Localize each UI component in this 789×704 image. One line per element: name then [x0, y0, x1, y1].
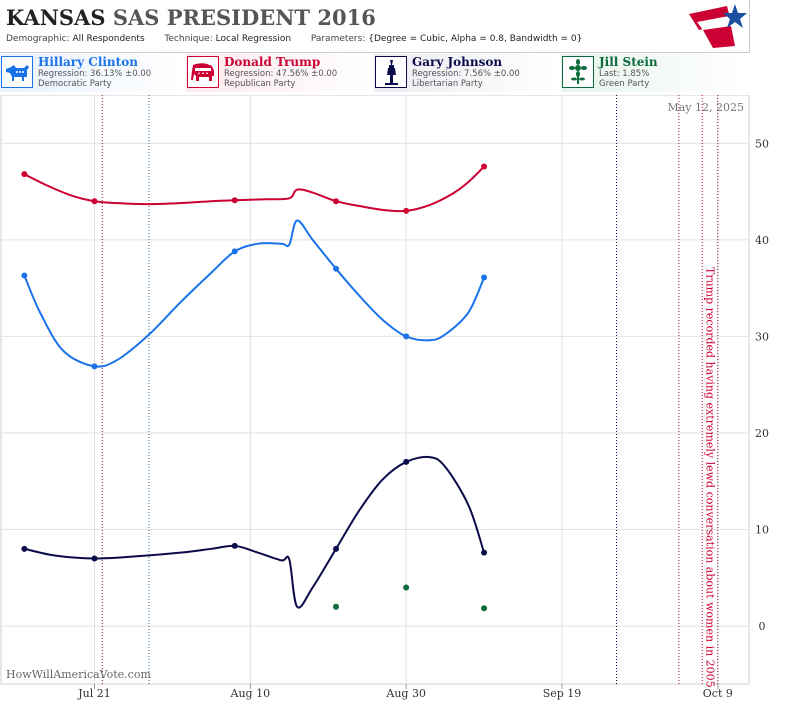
candidate-hillary-clinton[interactable]: Hillary Clinton Regression: 36.13% ±0.00… [0, 54, 185, 92]
liberty-torch-icon [375, 56, 407, 88]
y-tick-label: 50 [755, 137, 769, 150]
chart-title: KANSAS SAS PRESIDENT 2016 [6, 5, 376, 30]
data-point-jill-stein [481, 605, 488, 612]
candidate-party: Green Party [599, 79, 650, 89]
grid-lines [1, 95, 749, 684]
y-tick-label: 30 [755, 330, 769, 343]
parameters-label: Parameters: [310, 34, 366, 44]
y-tick-label: 20 [755, 427, 769, 440]
x-tick-label: Aug 10 [230, 687, 271, 700]
title-state: KANSAS [6, 5, 106, 30]
watermark-text: HowWillAmericaVote.com [6, 668, 151, 681]
series-line-donald-trump [23, 165, 485, 213]
data-point-hillary-clinton [481, 274, 488, 281]
sunflower-icon [562, 56, 594, 88]
x-tick-label: Oct 9 [703, 687, 733, 700]
technique-label: Technique: [164, 34, 213, 44]
data-point-donald-trump [333, 198, 340, 205]
demographic-label: Demographic: [6, 34, 70, 44]
x-tick-label: Aug 30 [385, 687, 426, 700]
data-point-gary-johnson [403, 458, 410, 465]
data-point-donald-trump [403, 207, 410, 214]
event-annotation: Trump recorded having extremely lewd con… [703, 267, 716, 688]
poll-chart: 0 10 20 30 40 50 Jul 21 Aug 10 Aug 30 Sep 19 Oct … [0, 95, 769, 700]
data-point-hillary-clinton [231, 248, 238, 255]
data-point-gary-johnson [91, 555, 98, 562]
elephant-icon [187, 56, 219, 88]
donkey-icon [1, 56, 33, 88]
candidate-stat: Regression: 36.13% ±0.00 [38, 69, 152, 79]
candidate-party: Democratic Party [38, 79, 112, 89]
data-point-donald-trump [21, 171, 28, 178]
candidate-jill-stein[interactable]: Jill Stein Last: 1.85% Green Party [561, 54, 746, 92]
data-point-donald-trump [481, 163, 488, 170]
parameters-line: Demographic: All Respondents Technique: … [6, 34, 582, 44]
y-tick-label: 0 [759, 620, 766, 633]
data-point-donald-trump [91, 198, 98, 205]
data-point-hillary-clinton [333, 265, 340, 272]
x-axis: Jul 21 Aug 10 Aug 30 Sep 19 Oct 9 [77, 684, 733, 700]
demographic-value: All Respondents [72, 34, 145, 44]
y-tick-label: 10 [755, 524, 769, 537]
y-tick-label: 40 [755, 234, 769, 247]
data-point-donald-trump [231, 197, 238, 204]
data-point-gary-johnson [231, 542, 238, 549]
candidate-stat: Regression: 47.56% ±0.00 [224, 69, 338, 79]
candidate-name: Jill Stein [599, 55, 658, 69]
data-point-gary-johnson [333, 545, 340, 552]
data-point-hillary-clinton [21, 272, 28, 279]
x-tick-label: Sep 19 [543, 687, 582, 700]
x-tick-label: Jul 21 [77, 687, 111, 700]
data-point-hillary-clinton [403, 333, 410, 340]
technique-value: Local Regression [215, 34, 292, 44]
y-axis: 0 10 20 30 40 50 [755, 137, 769, 633]
candidate-gary-johnson[interactable]: Gary Johnson Regression: 7.56% ±0.00 Lib… [374, 54, 559, 92]
candidate-name: Gary Johnson [412, 55, 503, 69]
chart-header: KANSAS SAS PRESIDENT 2016 Demographic: A… [0, 0, 750, 53]
candidate-name: Donald Trump [224, 55, 321, 69]
event-lines [101, 95, 719, 684]
candidate-name: Hillary Clinton [38, 55, 138, 69]
series-line-hillary-clinton [23, 219, 485, 368]
candidate-stat: Last: 1.85% [599, 69, 650, 79]
data-point-gary-johnson [481, 549, 488, 556]
date-label: May 12, 2025 [667, 101, 744, 114]
candidate-donald-trump[interactable]: Donald Trump Regression: 47.56% ±0.00 Re… [186, 54, 371, 92]
data-point-jill-stein [403, 584, 410, 591]
candidate-stat: Regression: 7.56% ±0.00 [412, 69, 520, 79]
title-pollster: SAS [112, 5, 160, 30]
data-point-gary-johnson [21, 545, 28, 552]
data-point-hillary-clinton [91, 363, 98, 370]
plot-frame [0, 95, 750, 685]
site-logo-icon[interactable] [689, 2, 749, 50]
candidate-party: Republican Party [224, 79, 296, 89]
parameters-value: {Degree = Cubic, Alpha = 0.8, Bandwidth … [368, 34, 583, 44]
title-race: PRESIDENT 2016 [166, 5, 376, 30]
candidate-party: Libertarian Party [412, 79, 483, 89]
series-line-gary-johnson [24, 455, 486, 609]
series-group [21, 163, 488, 612]
data-point-jill-stein [333, 603, 340, 610]
